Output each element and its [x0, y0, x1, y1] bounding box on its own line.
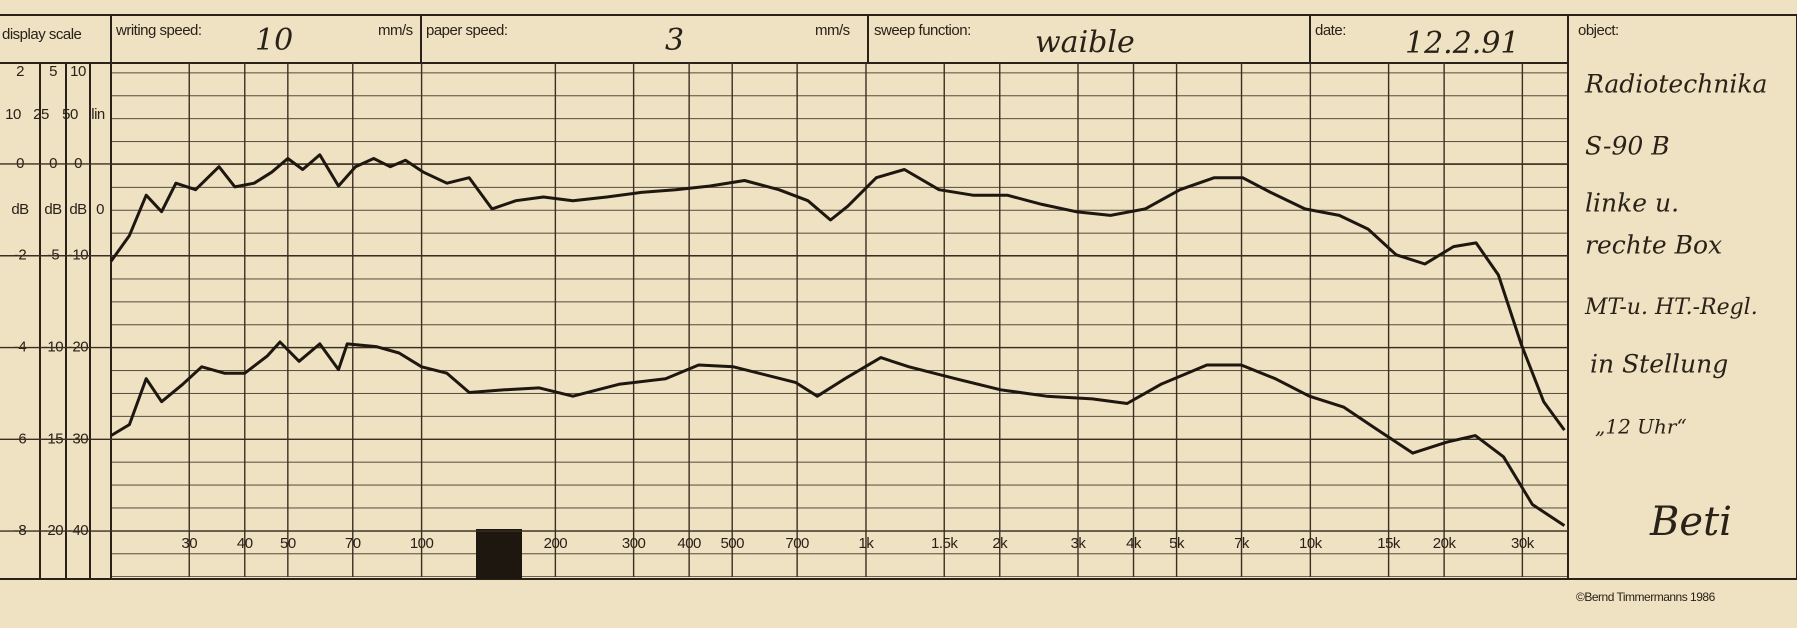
- x-tick-label: 15k: [1377, 535, 1401, 552]
- marker-block: [476, 529, 522, 579]
- object-note: Radiotechnika: [1584, 70, 1767, 99]
- writing-speed-unit: mm/s: [378, 22, 413, 39]
- scale-range: 50: [62, 106, 78, 123]
- scale-unit: dB: [11, 201, 29, 218]
- scale-range: 2: [16, 63, 24, 80]
- minor-grid-pattern: [111, 63, 1568, 577]
- x-tick-label: 30k: [1511, 535, 1535, 552]
- x-tick-label: 4k: [1126, 535, 1142, 552]
- x-tick-label: 100: [410, 535, 434, 552]
- scale-range: 10: [70, 63, 86, 80]
- object-note: rechte Box: [1585, 231, 1722, 260]
- x-tick-label: 3k: [1071, 535, 1087, 552]
- scale-unit: dB: [69, 201, 87, 218]
- x-tick-label: 7k: [1234, 535, 1250, 552]
- x-tick-label: 1k: [859, 535, 875, 552]
- x-tick-label: 200: [544, 535, 568, 552]
- x-tick-label: 2k: [992, 535, 1008, 552]
- date-label: date:: [1315, 22, 1346, 39]
- writing-speed: 10: [255, 23, 293, 58]
- paper-speed-label: paper speed:: [426, 22, 508, 39]
- paper-speed: 3: [665, 23, 684, 58]
- x-tick-label: 40: [237, 535, 253, 552]
- x-tick-label: 1.5k: [931, 535, 958, 552]
- x-tick-label: 10k: [1299, 535, 1323, 552]
- x-tick-label: 20k: [1433, 535, 1457, 552]
- scale-range: 25: [33, 106, 49, 123]
- scale-unit: 0: [96, 201, 104, 218]
- object-note: „12 Uhr“: [1595, 415, 1687, 439]
- minor-grid: [111, 63, 1568, 577]
- date: 12.2.91: [1405, 26, 1520, 61]
- object-label: object:: [1578, 22, 1619, 39]
- scale-unit: dB: [44, 201, 62, 218]
- scale-range: lin: [91, 106, 105, 123]
- writing-speed-label: writing speed:: [115, 22, 202, 39]
- paper-speed-unit: mm/s: [815, 22, 850, 39]
- copyright: ©Bernd Timmermanns 1986: [1576, 590, 1716, 604]
- scale-range: 10: [5, 106, 21, 123]
- response-curve: [110, 340, 1566, 527]
- x-tick-label: 30: [181, 535, 197, 552]
- object-note: S-90 B: [1585, 132, 1670, 161]
- x-tick-label: 70: [345, 535, 361, 552]
- x-tick-label: 400: [677, 535, 701, 552]
- object-note: linke u.: [1585, 189, 1679, 218]
- x-tick-label: 50: [280, 535, 296, 552]
- object-note: MT-u. HT.-Regl.: [1584, 295, 1758, 320]
- x-tick-label: 300: [622, 535, 646, 552]
- sweep-function: waible: [1035, 25, 1135, 60]
- response-curve: [109, 153, 1566, 431]
- x-tick-label: 5k: [1169, 535, 1185, 552]
- x-tick-label: 700: [785, 535, 809, 552]
- object-note: in Stellung: [1590, 350, 1728, 379]
- signature: Beti: [1649, 499, 1732, 545]
- scale-range: 5: [49, 63, 57, 80]
- sweep-function-label: sweep function:: [874, 22, 971, 39]
- display-scale-label: display scale: [2, 26, 82, 43]
- x-tick-label: 500: [720, 535, 744, 552]
